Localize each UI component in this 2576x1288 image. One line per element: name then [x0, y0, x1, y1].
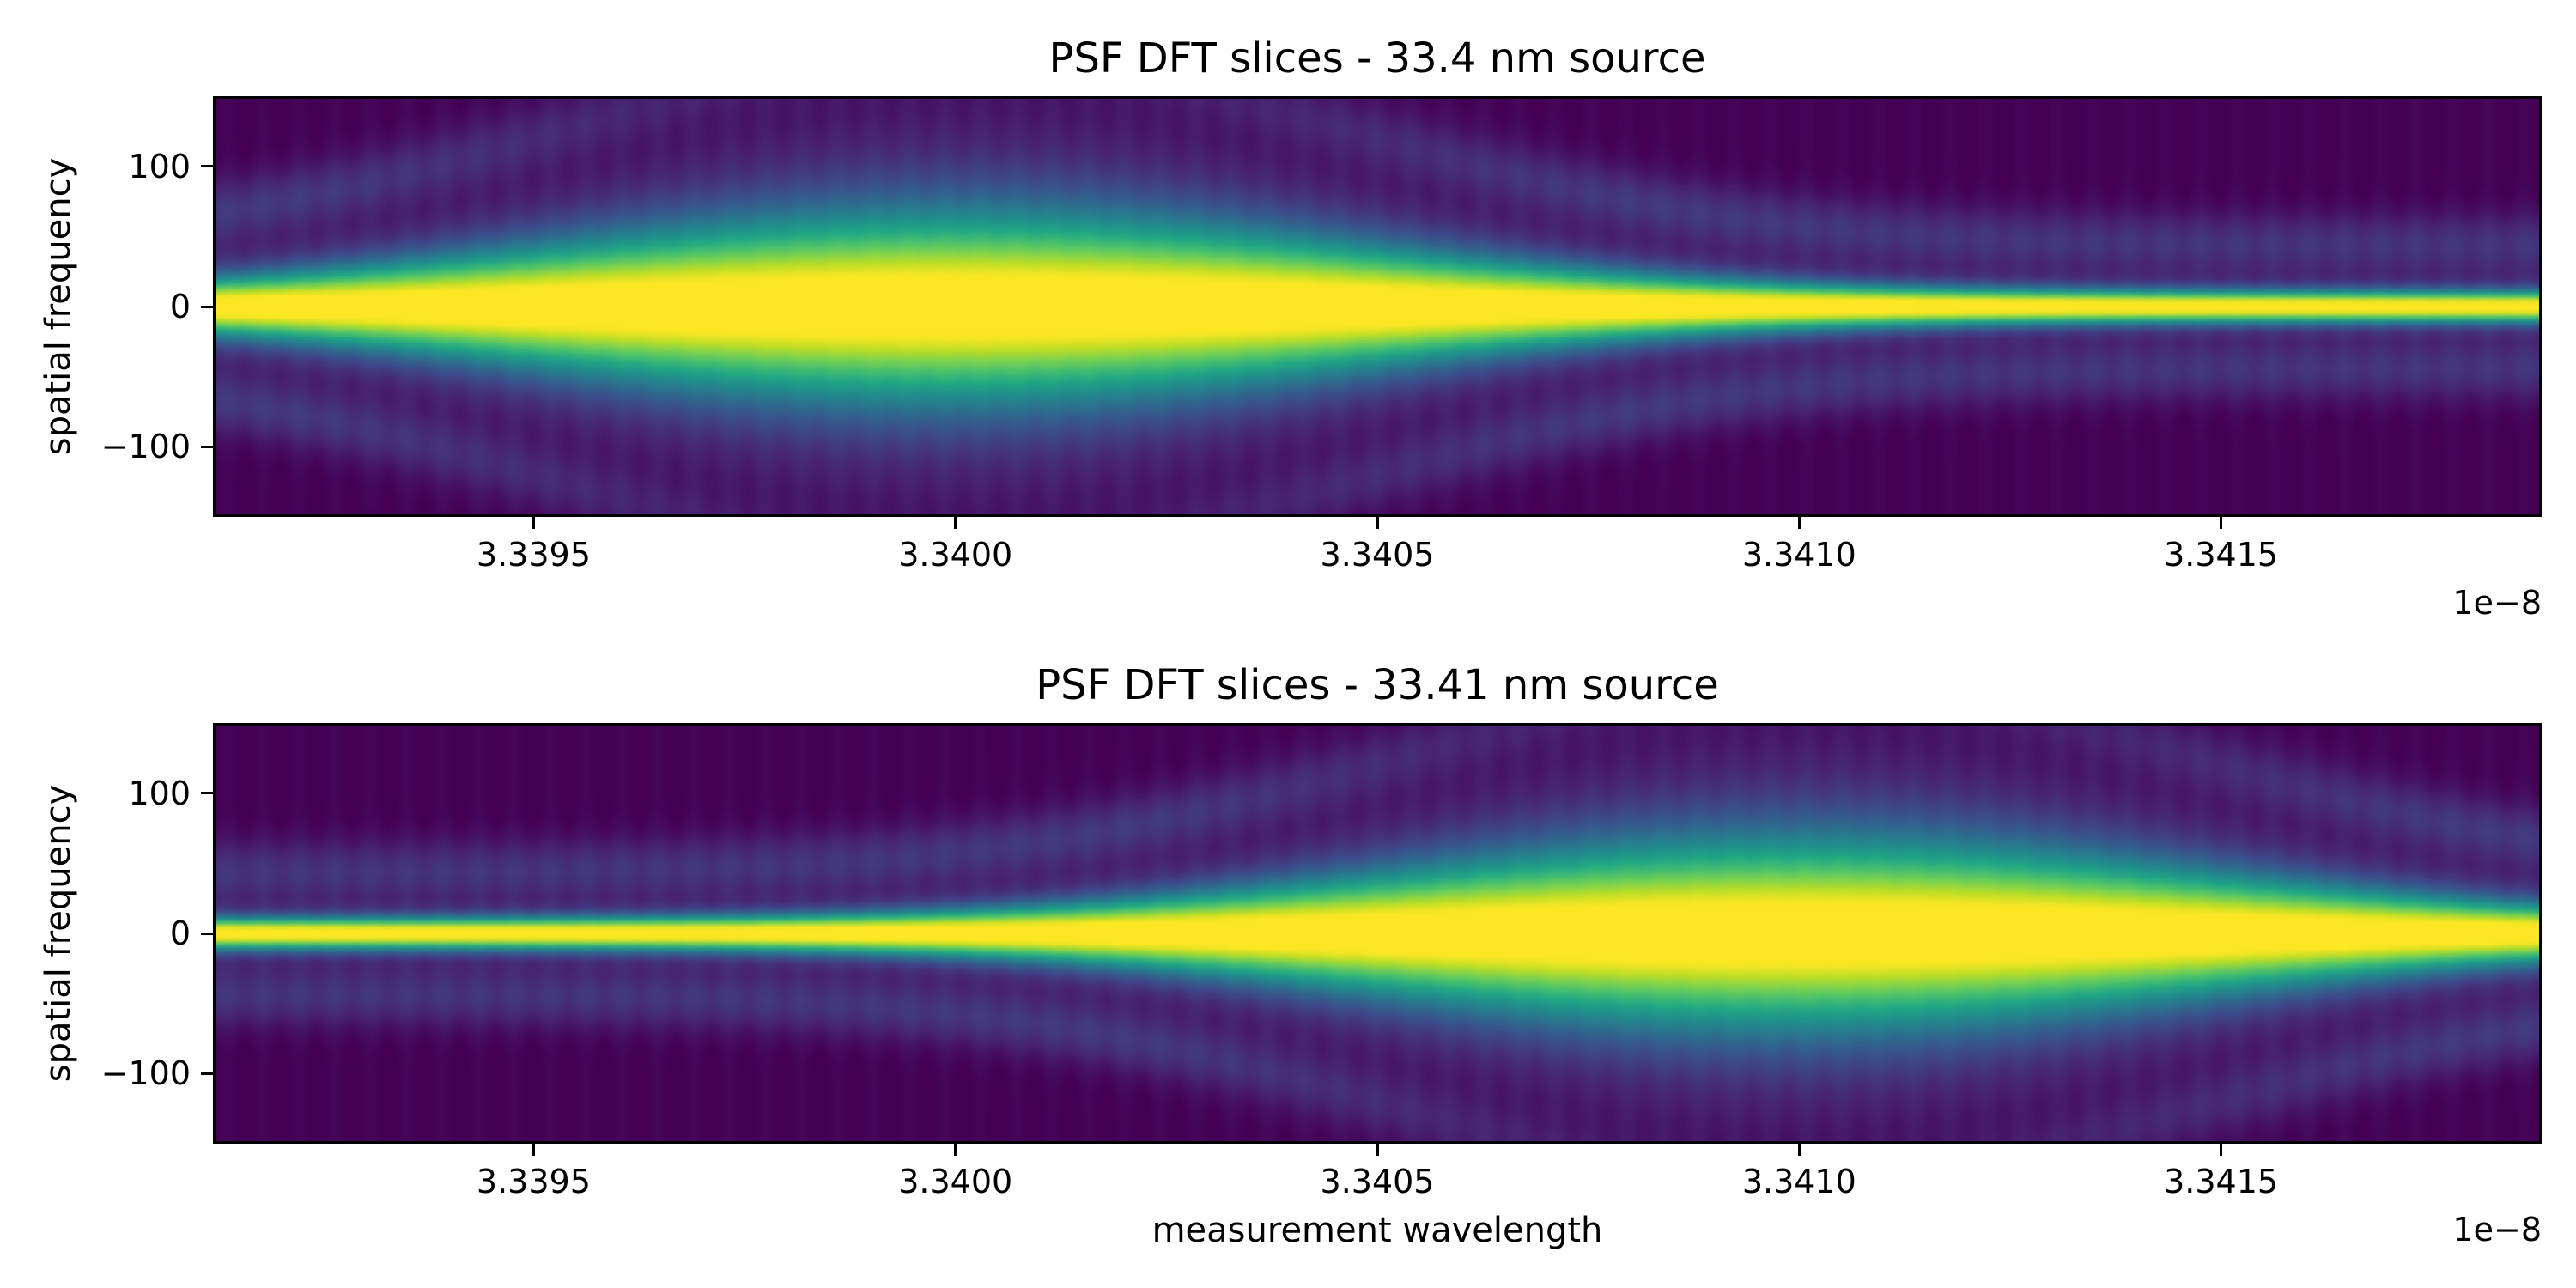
y-axis-label: spatial frequency [39, 157, 78, 456]
x-tick-mark [954, 517, 957, 529]
x-tick-mark [532, 517, 535, 529]
x-tick-label: 3.3405 [1320, 536, 1435, 574]
x-axis-offset-label: 1e−8 [2452, 1211, 2542, 1249]
y-tick-mark [201, 792, 213, 795]
y-tick-label: −100 [100, 1054, 191, 1093]
x-tick-mark [1376, 1144, 1379, 1156]
x-tick-mark [1797, 1144, 1801, 1156]
heatmap-plot-area [213, 723, 2542, 1144]
heatmap-image [216, 726, 2539, 1141]
x-tick-label: 3.3395 [476, 1163, 591, 1200]
x-tick-mark [2220, 517, 2223, 529]
x-axis-label: measurement wavelength [1151, 1211, 1603, 1250]
x-tick-label: 3.3415 [2164, 1163, 2279, 1200]
x-tick-mark [532, 1144, 535, 1156]
x-tick-label: 3.3415 [2164, 536, 2279, 574]
x-tick-mark [954, 1144, 957, 1156]
x-axis-offset-label: 1e−8 [2452, 584, 2542, 622]
y-tick-label: −100 [100, 428, 191, 466]
heatmap-plot-area [213, 96, 2542, 517]
chart-title: PSF DFT slices - 33.4 nm source [1048, 34, 1706, 82]
y-tick-label: 100 [128, 774, 191, 812]
y-tick-mark [201, 445, 213, 448]
panel-2: PSF DFT slices - 33.41 nm source spatial… [0, 627, 2576, 1271]
y-tick-mark [201, 932, 213, 935]
y-tick-mark [201, 1072, 213, 1075]
heatmap-image [216, 99, 2539, 514]
chart-title: PSF DFT slices - 33.41 nm source [1036, 661, 1719, 709]
x-tick-mark [2220, 1144, 2223, 1156]
x-tick-label: 3.3400 [898, 536, 1013, 574]
x-tick-mark [1376, 517, 1379, 529]
panel-1: PSF DFT slices - 33.4 nm source spatial … [39, 34, 2542, 622]
x-tick-label: 3.3395 [476, 536, 591, 574]
y-tick-label: 0 [169, 914, 191, 952]
x-tick-mark [1797, 517, 1801, 529]
x-tick-label: 3.3405 [1320, 1163, 1435, 1200]
y-axis-label: spatial frequency [39, 784, 78, 1083]
x-tick-label: 3.3400 [898, 1163, 1013, 1200]
y-tick-mark [201, 305, 213, 308]
y-tick-label: 0 [169, 288, 191, 325]
y-tick-mark [201, 165, 213, 168]
y-tick-label: 100 [128, 147, 191, 185]
x-tick-label: 3.3410 [1741, 536, 1856, 574]
x-tick-label: 3.3410 [1741, 1163, 1856, 1200]
